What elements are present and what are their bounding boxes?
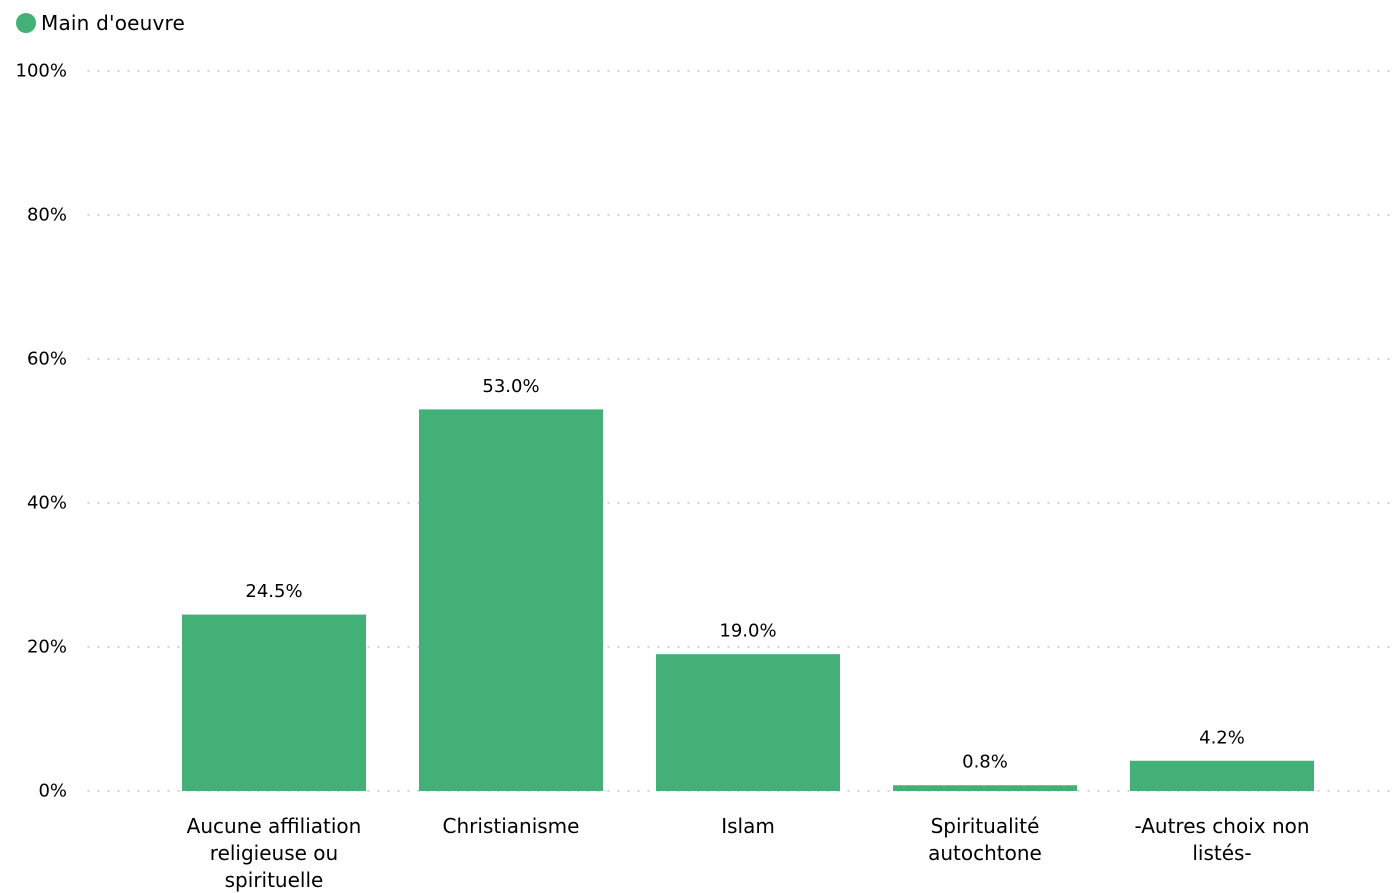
bar <box>1130 760 1314 791</box>
x-tick-label: Aucune affiliation <box>187 814 362 838</box>
x-tick-label: spirituelle <box>225 868 324 892</box>
legend-label: Main d'oeuvre <box>41 11 186 35</box>
y-tick-label: 40% <box>27 493 67 514</box>
bar <box>182 614 366 791</box>
y-tick-label: 60% <box>27 349 67 370</box>
legend: Main d'oeuvre <box>16 10 185 36</box>
bar <box>656 654 840 791</box>
legend-swatch <box>16 13 36 33</box>
x-tick-label: Islam <box>721 814 775 838</box>
x-tick-label: religieuse ou <box>210 841 338 865</box>
y-tick-label: 80% <box>27 205 67 226</box>
x-tick-label: autochtone <box>928 841 1042 865</box>
y-tick-label: 20% <box>27 637 67 658</box>
y-tick-label: 0% <box>38 781 67 802</box>
data-label: 4.2% <box>1199 727 1245 748</box>
data-label: 53.0% <box>482 376 539 397</box>
data-label: 24.5% <box>245 581 302 602</box>
x-tick-label: -Autres choix non <box>1134 814 1309 838</box>
x-tick-label: listés- <box>1192 841 1251 865</box>
data-label: 0.8% <box>962 752 1008 773</box>
x-tick-label: Spiritualité <box>931 814 1040 838</box>
x-tick-label: Christianisme <box>443 814 580 838</box>
bar <box>419 409 603 791</box>
data-label: 19.0% <box>719 621 776 642</box>
y-tick-label: 100% <box>16 61 67 82</box>
bar <box>893 785 1077 791</box>
